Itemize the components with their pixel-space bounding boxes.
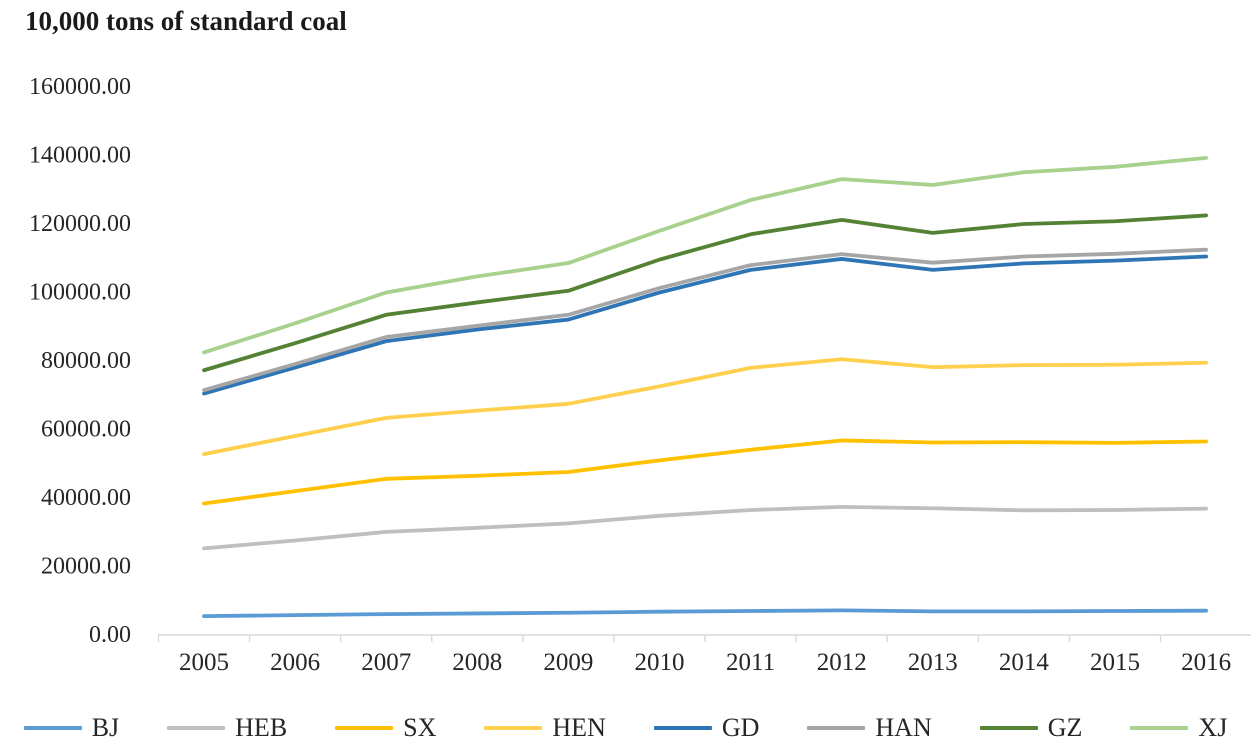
legend-label: BJ — [91, 713, 120, 742]
legend-line-swatch-bj — [23, 726, 82, 730]
series-line-bj — [202, 608, 1208, 619]
series-line-sx — [202, 438, 1208, 506]
legend-item-xj: XJ — [1130, 713, 1227, 743]
legend-label: GZ — [1047, 713, 1083, 742]
y-axis-tick-label: 120000.00 — [29, 211, 131, 237]
series-line-gd — [202, 254, 1208, 396]
series-line-han — [202, 247, 1208, 393]
x-axis-tick-label: 2006 — [270, 649, 320, 676]
legend-item-gz: GZ — [979, 713, 1083, 743]
y-axis-tick-label: 0.00 — [89, 622, 131, 648]
x-axis-tick-label: 2008 — [452, 649, 502, 676]
chart-title: 10,000 tons of standard coal — [25, 6, 347, 36]
legend-item-sx: SX — [335, 713, 436, 743]
series-line-hen — [202, 357, 1208, 457]
legend-line-swatch-gd — [653, 726, 712, 730]
legend-item-hen: HEN — [484, 713, 606, 743]
legend-item-bj: BJ — [23, 713, 120, 743]
legend-line-swatch-sx — [335, 726, 394, 730]
legend: BJ HEB SX HEN GD HAN GZ XJ — [0, 708, 1251, 748]
y-axis-tick-label: 40000.00 — [41, 485, 131, 511]
legend-line-swatch-xj — [1130, 726, 1189, 730]
y-axis-tick-label: 160000.00 — [29, 74, 131, 100]
x-axis-tick-label: 2012 — [817, 649, 867, 676]
legend-label: HAN — [875, 713, 932, 742]
y-axis-tick-label: 20000.00 — [41, 554, 131, 580]
legend-item-heb: HEB — [167, 713, 287, 743]
legend-line-swatch-hen — [484, 726, 543, 730]
y-axis-tick-label: 80000.00 — [41, 348, 131, 374]
legend-line-swatch-gz — [979, 726, 1038, 730]
y-axis-tick-label: 100000.00 — [29, 280, 131, 306]
legend-label: GD — [721, 713, 760, 742]
x-axis-tick-label: 2005 — [179, 649, 229, 676]
x-axis-tick-label: 2013 — [908, 649, 958, 676]
series-line-heb — [202, 505, 1208, 551]
legend-line-swatch-heb — [167, 726, 226, 730]
y-axis-tick-label: 140000.00 — [29, 143, 131, 169]
legend-label: XJ — [1198, 713, 1228, 742]
y-axis-tick-label: 60000.00 — [41, 417, 131, 443]
x-axis-tick-label: 2009 — [543, 649, 593, 676]
legend-label: SX — [403, 713, 437, 742]
series-line-xj — [202, 155, 1208, 355]
x-axis-tick-label: 2014 — [999, 649, 1050, 676]
legend-line-swatch-han — [807, 726, 866, 730]
legend-item-gd: GD — [653, 713, 760, 743]
legend-label: HEN — [552, 713, 606, 742]
x-axis-tick-label: 2011 — [726, 649, 775, 676]
x-axis-tick-label: 2010 — [635, 649, 685, 676]
x-axis-tick-label: 2015 — [1090, 649, 1140, 676]
legend-item-han: HAN — [807, 713, 932, 743]
legend-label: HEB — [235, 713, 288, 742]
x-axis-tick-label: 2007 — [361, 649, 411, 676]
x-axis-tick-label: 2016 — [1181, 649, 1231, 676]
series-line-gz — [202, 213, 1208, 373]
